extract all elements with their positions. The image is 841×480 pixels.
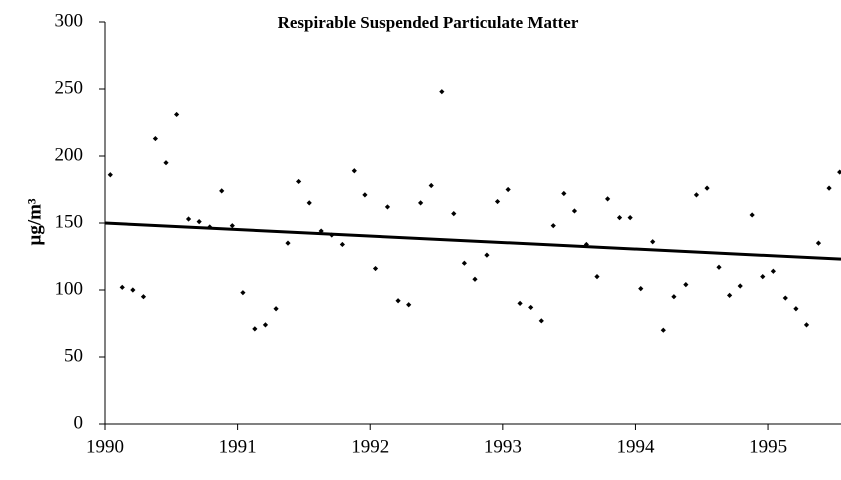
data-point [163,160,169,166]
data-point [737,283,743,289]
x-tick-label: 1991 [219,436,257,457]
data-point [494,198,501,205]
data-point [384,204,391,210]
data-point [174,111,180,118]
y-tick-label: 200 [55,144,84,165]
data-point [152,135,158,142]
data-point [306,200,312,206]
y-tick-label: 150 [55,211,84,232]
data-point [683,282,689,288]
data-point [616,215,623,221]
chart-title: Respirable Suspended Particulate Matter [278,13,579,32]
y-tick-label: 50 [64,345,83,366]
data-point [252,326,258,332]
data-point [351,168,357,174]
data-point [793,306,799,312]
data-point [362,192,368,198]
data-point [815,240,822,246]
data-point [528,304,534,311]
data-point [461,260,467,266]
data-point [339,241,345,248]
data-point [273,306,279,312]
y-tick-label: 0 [74,412,84,433]
data-point [660,327,666,333]
data-point [727,292,733,298]
data-point [594,274,600,280]
data-point [517,300,523,306]
y-tick-label: 100 [55,278,84,299]
data-point [285,240,291,246]
data-point [627,215,633,221]
data-point [428,182,434,189]
data-point [130,287,136,293]
data-point [240,290,246,296]
x-tick-label: 1995 [749,436,787,457]
data-point [716,264,722,270]
data-point [704,185,710,191]
data-point [561,190,567,197]
data-point [406,302,412,308]
data-point [196,219,202,225]
data-point [693,192,700,198]
data-point [262,322,269,328]
data-point [671,294,677,300]
data-point [650,239,656,245]
data-point [185,216,192,222]
x-tick-label: 1990 [86,436,124,457]
x-tick-label: 1994 [616,436,655,457]
data-point [296,178,302,185]
data-point [107,172,113,178]
data-point [760,274,766,280]
data-point [395,298,401,304]
data-point [372,265,379,272]
data-point [418,200,424,206]
data-point [826,185,832,191]
data-point [605,196,611,202]
data-point [749,212,755,218]
data-point [219,188,225,194]
data-point [472,276,478,282]
y-axis-label: µg/m³ [24,198,45,246]
data-point [782,295,788,301]
data-point [550,223,556,229]
data-point [837,169,841,175]
data-point [140,294,147,300]
data-point [505,186,511,193]
data-point [484,252,490,258]
data-point [571,208,578,214]
data-point [439,89,445,95]
trendline [104,221,841,261]
x-tick-label: 1993 [484,436,522,457]
y-tick-label: 300 [55,10,84,31]
data-point [538,318,544,324]
data-point [770,268,776,274]
data-point [638,286,644,292]
data-point [803,322,810,328]
y-tick-label: 250 [55,77,84,98]
data-point [451,211,457,217]
data-point [119,284,125,290]
data-point [229,223,235,229]
x-tick-label: 1992 [351,436,389,457]
